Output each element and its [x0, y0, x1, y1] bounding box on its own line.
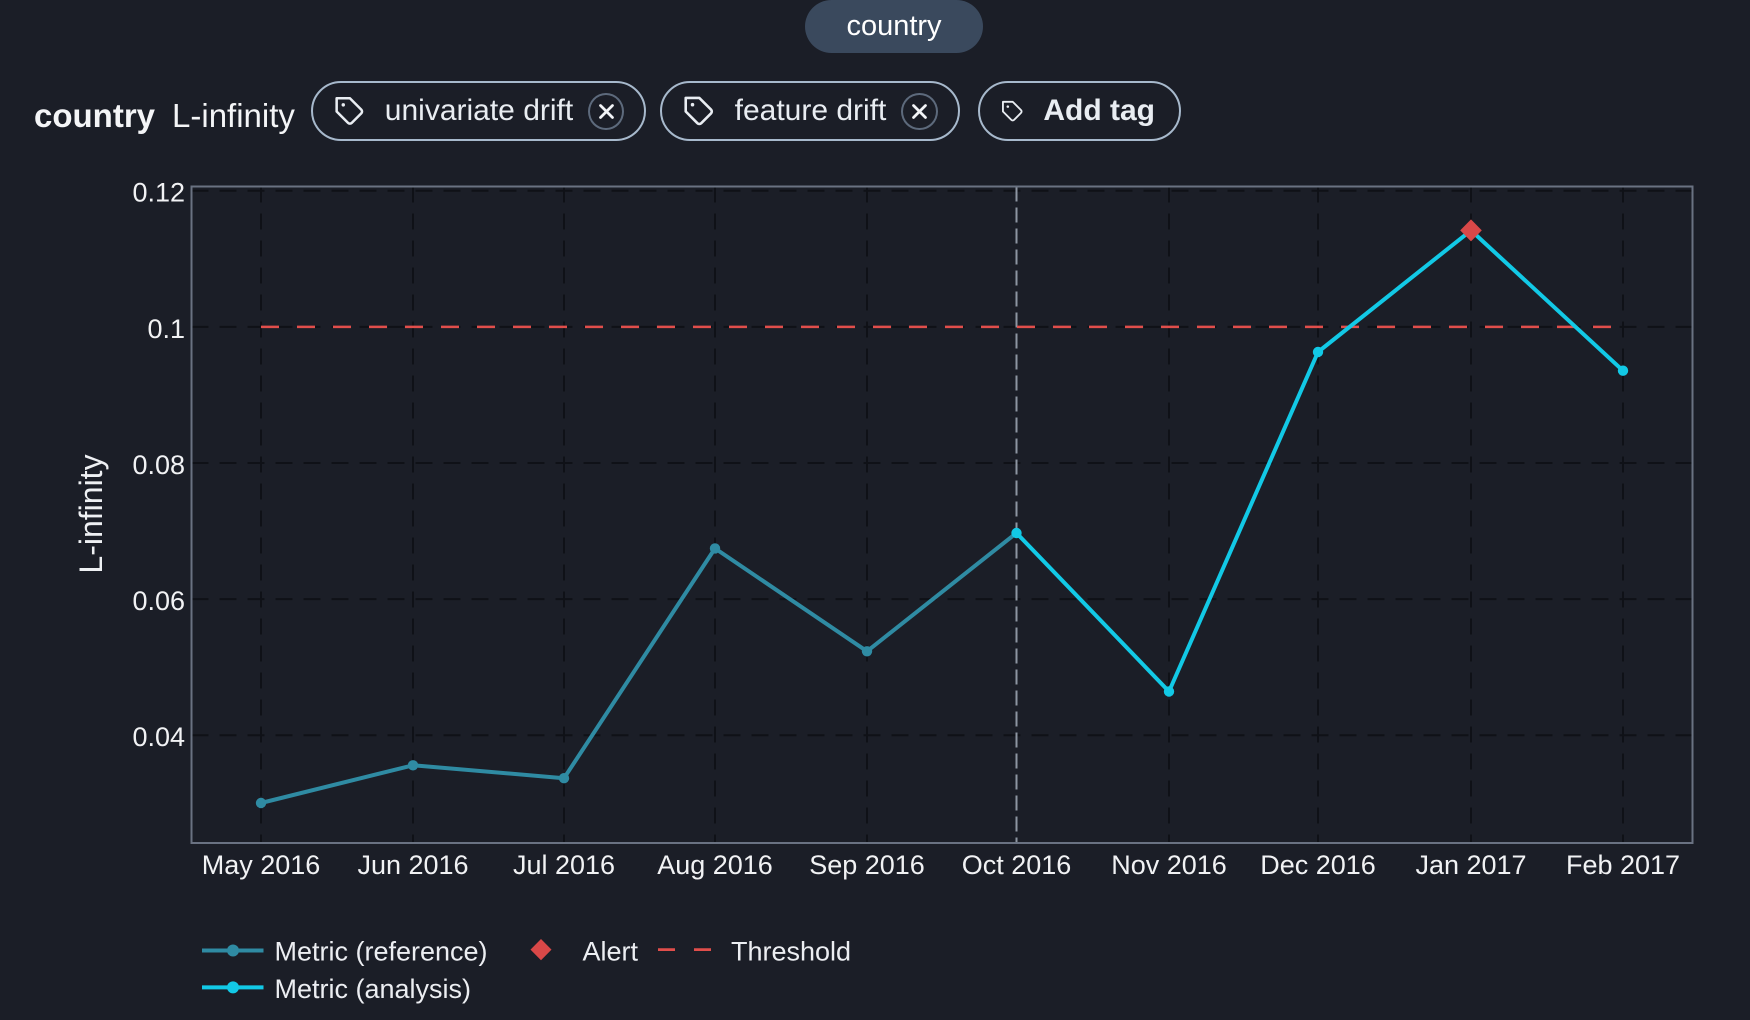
- svg-text:Nov 2016: Nov 2016: [1111, 850, 1227, 880]
- svg-text:0.1: 0.1: [147, 314, 185, 344]
- svg-text:0.12: 0.12: [132, 178, 185, 208]
- svg-text:Jul 2016: Jul 2016: [513, 850, 615, 880]
- svg-text:Feb 2017: Feb 2017: [1566, 850, 1680, 880]
- svg-text:Oct 2016: Oct 2016: [962, 850, 1072, 880]
- svg-text:Metric (analysis): Metric (analysis): [275, 974, 472, 1004]
- svg-text:Jun 2016: Jun 2016: [357, 850, 468, 880]
- svg-text:0.08: 0.08: [132, 450, 185, 480]
- svg-text:Jan 2017: Jan 2017: [1415, 850, 1526, 880]
- svg-text:Threshold: Threshold: [731, 937, 851, 967]
- svg-text:Alert: Alert: [583, 937, 639, 967]
- svg-text:Dec 2016: Dec 2016: [1260, 850, 1376, 880]
- svg-text:Sep 2016: Sep 2016: [809, 850, 925, 880]
- svg-text:Aug 2016: Aug 2016: [657, 850, 773, 880]
- svg-text:May 2016: May 2016: [202, 850, 321, 880]
- svg-text:Metric (reference): Metric (reference): [275, 937, 488, 967]
- svg-text:0.04: 0.04: [132, 722, 185, 752]
- svg-text:0.06: 0.06: [132, 586, 185, 616]
- svg-text:L-infinity: L-infinity: [73, 454, 109, 573]
